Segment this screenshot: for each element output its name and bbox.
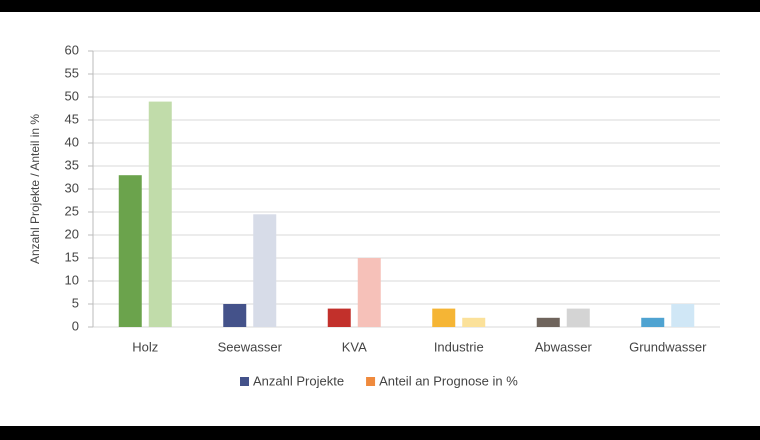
bottom-band <box>0 426 760 440</box>
bar <box>327 308 351 327</box>
bar <box>253 214 277 327</box>
bar <box>118 175 142 327</box>
bar <box>223 304 247 327</box>
y-axis-title: Anzahl Projekte / Anteil in % <box>28 114 42 264</box>
y-tick-label: 45 <box>65 111 79 126</box>
bar <box>148 101 172 327</box>
y-tick-label: 15 <box>65 249 79 264</box>
y-tick-label: 35 <box>65 157 79 172</box>
y-tick-label: 0 <box>72 318 79 333</box>
x-tick-label: Seewasser <box>218 339 283 354</box>
x-tick-label: Grundwasser <box>629 339 707 354</box>
y-tick-label: 10 <box>65 272 79 287</box>
x-tick-label: Abwasser <box>535 339 593 354</box>
bar <box>357 258 381 327</box>
y-tick-label: 50 <box>65 88 79 103</box>
y-tick-label: 5 <box>72 295 79 310</box>
bar <box>566 308 590 327</box>
top-band <box>0 0 760 12</box>
bar <box>432 308 456 327</box>
y-tick-label: 40 <box>65 134 79 149</box>
x-tick-label: KVA <box>342 339 367 354</box>
y-tick-label: 30 <box>65 180 79 195</box>
legend-label: Anzahl Projekte <box>253 373 344 388</box>
bar <box>536 317 560 327</box>
legend-swatch <box>366 377 376 386</box>
y-tick-label: 55 <box>65 65 79 80</box>
bar <box>641 317 665 327</box>
y-tick-label: 20 <box>65 226 79 241</box>
x-tick-label: Industrie <box>434 339 484 354</box>
bar <box>462 317 486 327</box>
x-tick-label: Holz <box>132 339 158 354</box>
y-tick-label: 25 <box>65 203 79 218</box>
legend-label: Anteil an Prognose in % <box>379 373 518 388</box>
legend-swatch <box>240 377 249 386</box>
y-tick-label: 60 <box>65 42 79 57</box>
bar <box>671 304 695 327</box>
